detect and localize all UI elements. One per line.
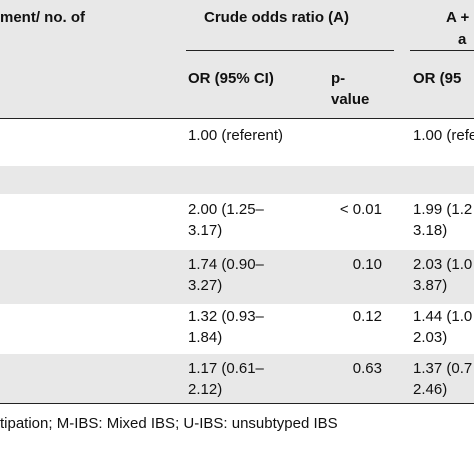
- row-5-p-value: 0.63: [352, 360, 382, 377]
- column-header-p-value-line2: value: [331, 91, 370, 108]
- row-band-header: [0, 0, 474, 119]
- row-3-or-a-line2: 3.27): [188, 277, 223, 294]
- row-band-2: [0, 166, 474, 194]
- row-5-or-b-line1: 1.37 (0.7: [413, 360, 473, 377]
- row-4-or-b-line2: 2.03): [413, 329, 448, 346]
- row-4-or-b-line1: 1.44 (1.0: [413, 308, 473, 325]
- table-footnote: tipation; M-IBS: Mixed IBS; U-IBS: unsub…: [0, 415, 338, 432]
- row-2-or-a-line1: 2.00 (1.25–: [188, 201, 264, 218]
- row-2-or-b-line1: 1.99 (1.2: [413, 201, 473, 218]
- row-0-or-b: 1.00 (refe: [413, 127, 474, 144]
- group-header-crude-odds-ratio: Crude odds ratio (A): [204, 9, 349, 26]
- row-band-6: [0, 354, 474, 404]
- row-band-4: [0, 250, 474, 304]
- group-a-underline: [186, 50, 394, 51]
- column-header-p-value-line1: p-: [331, 70, 346, 87]
- row-3-or-b-line1: 2.03 (1.0: [413, 256, 473, 273]
- row-4-p-value: 0.12: [352, 308, 382, 325]
- column-header-measurement: ment/ no. of: [0, 9, 85, 26]
- row-2-or-b-line2: 3.18): [413, 222, 448, 239]
- row-5-or-a-line2: 2.12): [188, 381, 223, 398]
- row-4-or-a-line1: 1.32 (0.93–: [188, 308, 264, 325]
- column-header-or-ci-a: OR (95% CI): [188, 70, 274, 87]
- row-3-or-b-line2: 3.87): [413, 277, 448, 294]
- row-2-or-a-line2: 3.17): [188, 222, 223, 239]
- column-header-or-ci-b: OR (95: [413, 70, 462, 87]
- row-3-or-a-line1: 1.74 (0.90–: [188, 256, 264, 273]
- group-header-adjusted-line1: A +: [446, 9, 470, 26]
- row-0-or-a: 1.00 (referent): [188, 127, 284, 144]
- table-bottom-rule: [0, 403, 474, 404]
- row-3-p-value: 0.10: [352, 256, 382, 273]
- group-b-underline: [410, 50, 474, 51]
- row-2-p-value: < 0.01: [339, 201, 382, 218]
- header-bottom-rule: [0, 118, 474, 119]
- row-5-or-b-line2: 2.46): [413, 381, 448, 398]
- row-5-or-a-line1: 1.17 (0.61–: [188, 360, 264, 377]
- group-header-adjusted-line2: a: [458, 31, 467, 48]
- row-4-or-a-line2: 1.84): [188, 329, 223, 346]
